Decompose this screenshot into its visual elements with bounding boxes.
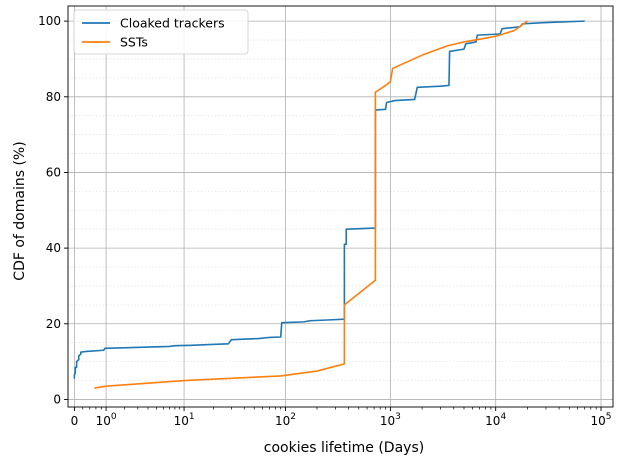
series-line xyxy=(94,20,528,389)
plot-frame xyxy=(67,5,614,408)
tick-label-x: 0 xyxy=(71,414,79,428)
tick-label-x: 102 xyxy=(275,412,296,428)
tick-label-y: 80 xyxy=(46,90,61,104)
plot-border xyxy=(67,5,614,408)
tick-label-x: 105 xyxy=(590,412,611,428)
tick-label-y: 100 xyxy=(38,14,61,28)
tick-label-x: 103 xyxy=(380,412,401,428)
tick-label-x: 100 xyxy=(96,412,117,428)
tick-label-y: 40 xyxy=(46,241,61,255)
tick-label-x: 104 xyxy=(485,412,506,428)
tick-label-y: 20 xyxy=(46,317,61,331)
tick-label-y: 0 xyxy=(53,392,61,406)
tick-label-y: 60 xyxy=(46,165,61,179)
legend-label: SSTs xyxy=(120,35,148,50)
legend: Cloaked trackers SSTs xyxy=(73,9,249,55)
series-line xyxy=(73,20,585,379)
legend-label: Cloaked trackers xyxy=(120,16,225,31)
series-lines xyxy=(73,20,585,389)
y-axis-title: CDF of domains (%) xyxy=(12,141,28,280)
axis-ticks: 0 100 101 102 103 104 105 0 20 40 60 80 100 xyxy=(38,14,611,428)
legend-box xyxy=(73,9,249,55)
tick-label-x: 101 xyxy=(174,412,195,428)
x-axis-title: cookies lifetime (Days) xyxy=(264,440,424,456)
